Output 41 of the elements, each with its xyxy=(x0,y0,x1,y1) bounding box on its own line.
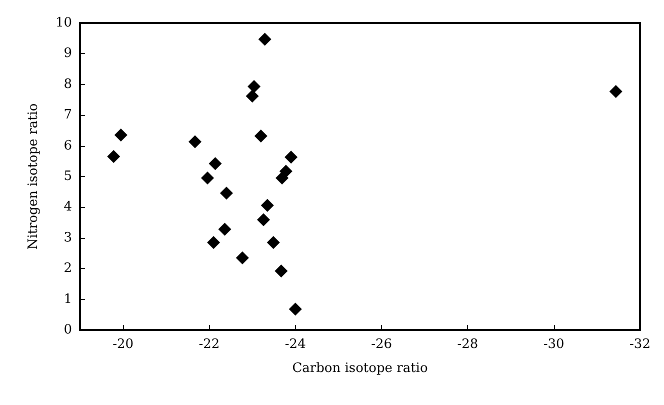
x-tick-label: -20 xyxy=(112,337,134,352)
y-tick-label: 7 xyxy=(64,108,72,123)
y-tick-label: 0 xyxy=(64,322,72,338)
point xyxy=(218,222,232,236)
point xyxy=(288,302,302,316)
y-tick-label: 2 xyxy=(64,261,72,276)
point xyxy=(258,32,272,46)
point xyxy=(220,186,233,200)
point xyxy=(257,213,270,226)
y-tick-label: 5 xyxy=(64,169,72,184)
y-tick-label: 9 xyxy=(64,46,72,62)
point xyxy=(254,129,268,142)
y-axis-title: Nitrogen isotope ratio xyxy=(26,103,41,250)
point xyxy=(260,198,274,212)
point xyxy=(276,172,289,185)
y-tick-label: 3 xyxy=(64,230,72,246)
x-tick-label: -28 xyxy=(457,337,478,352)
point xyxy=(609,84,622,98)
y-tick-label: 4 xyxy=(64,200,72,215)
point xyxy=(114,128,128,142)
y-tick-label: 10 xyxy=(55,16,72,30)
point xyxy=(236,251,249,264)
x-tick-label: -26 xyxy=(371,337,392,352)
point xyxy=(208,157,222,170)
y-tick-label: 6 xyxy=(64,138,72,154)
x-tick-label: -30 xyxy=(543,337,564,352)
point xyxy=(107,150,120,164)
x-tick-label: -22 xyxy=(198,337,220,352)
point xyxy=(188,135,202,148)
x-tick-label: -32 xyxy=(630,337,650,352)
point xyxy=(266,236,280,250)
point xyxy=(207,236,220,250)
point xyxy=(248,80,261,94)
y-tick-label: 1 xyxy=(64,292,72,307)
x-axis-title: Carbon isotope ratio xyxy=(292,361,428,376)
point xyxy=(284,150,298,164)
point xyxy=(274,264,288,278)
point xyxy=(201,172,214,185)
x-tick-label: -24 xyxy=(284,337,306,352)
y-tick-label: 8 xyxy=(64,76,72,92)
point xyxy=(246,90,259,103)
